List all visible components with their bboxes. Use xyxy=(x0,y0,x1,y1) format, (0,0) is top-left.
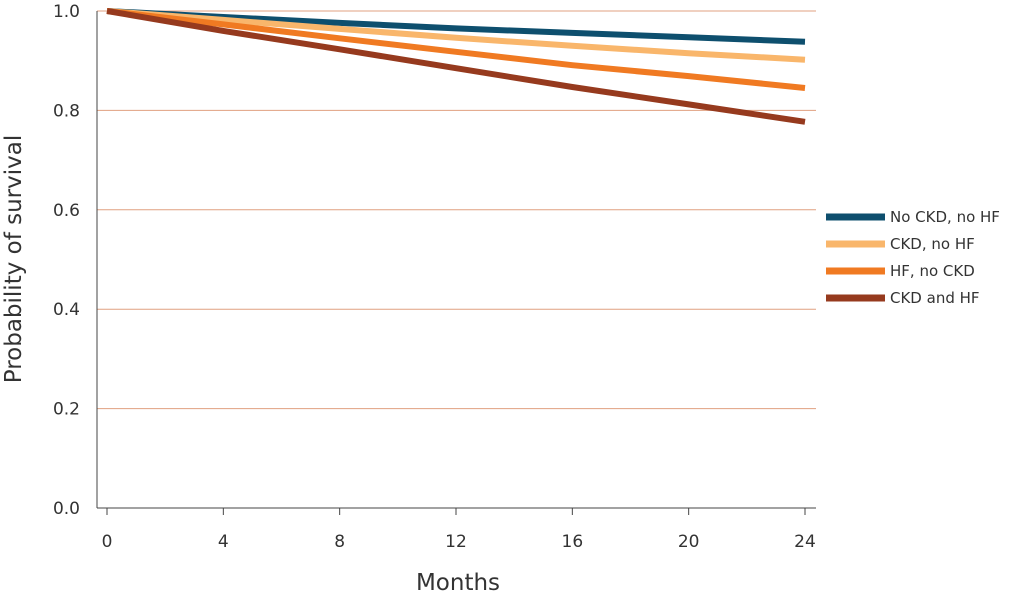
y-tick-label: 0.2 xyxy=(53,400,80,420)
legend-label: CKD and HF xyxy=(890,289,980,307)
y-tick-label: 0.0 xyxy=(53,499,80,519)
legend: No CKD, no HF CKD, no HF HF, no CKD CKD and… xyxy=(826,208,1000,307)
x-tick-labels: 0 4 8 12 16 20 24 xyxy=(102,508,816,552)
y-tick-label: 1.0 xyxy=(53,2,80,22)
x-tick-label: 16 xyxy=(562,532,584,552)
x-tick-label: 0 xyxy=(102,532,113,552)
series-line-ckd-no-hf xyxy=(106,8,806,63)
legend-label: No CKD, no HF xyxy=(890,208,1000,226)
y-axis-title: Probability of survival xyxy=(1,135,27,384)
y-tick-label: 0.6 xyxy=(53,201,80,221)
legend-label: CKD, no HF xyxy=(890,235,975,253)
y-tick-label: 0.8 xyxy=(53,101,80,121)
series-line-hf-no-ckd xyxy=(106,8,806,91)
axes xyxy=(96,11,816,509)
x-tick-label: 24 xyxy=(794,532,816,552)
x-tick-label: 20 xyxy=(678,532,700,552)
x-tick-label: 8 xyxy=(334,532,345,552)
x-tick-label: 12 xyxy=(445,532,467,552)
legend-label: HF, no CKD xyxy=(890,262,975,280)
y-tick-label: 0.4 xyxy=(53,300,80,320)
series-lines xyxy=(106,8,806,125)
y-tick-labels: 0.0 0.2 0.4 0.6 0.8 1.0 xyxy=(53,2,80,519)
series-line-ckd-and-hf xyxy=(106,8,806,125)
gridlines xyxy=(97,10,816,410)
x-tick-label: 4 xyxy=(218,532,229,552)
x-axis-title: Months xyxy=(416,570,500,596)
